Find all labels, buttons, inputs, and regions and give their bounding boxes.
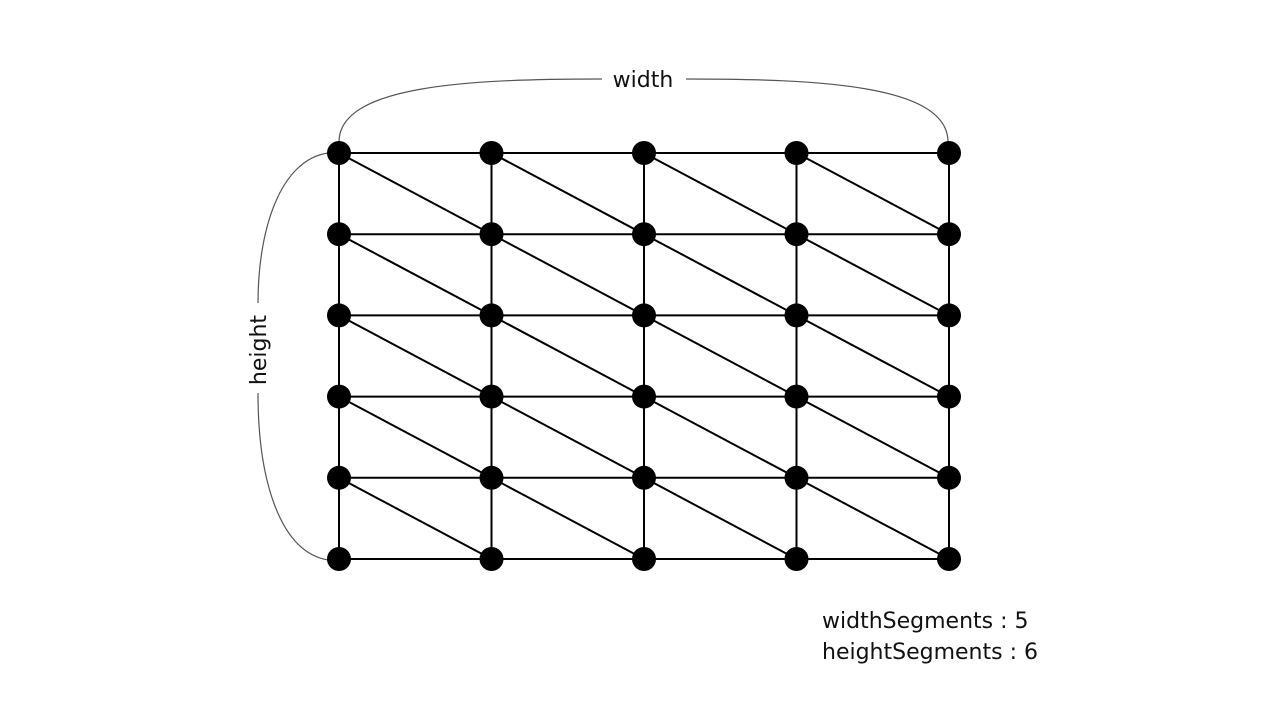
height-bracket bbox=[257, 152, 329, 561]
width-label: width bbox=[613, 68, 674, 93]
param-value: 5 bbox=[1014, 609, 1029, 634]
mesh-vertex bbox=[479, 465, 504, 490]
width-label-bg bbox=[602, 62, 686, 94]
mesh-vertex bbox=[784, 547, 809, 571]
mesh-edge-diagonal bbox=[643, 395, 797, 479]
mesh-vertices bbox=[327, 141, 961, 571]
mesh-vertex bbox=[937, 141, 961, 165]
mesh-vertex bbox=[632, 303, 656, 328]
mesh-vertex bbox=[937, 465, 961, 490]
mesh-edge-diagonal bbox=[491, 395, 645, 479]
mesh-edge-diagonal bbox=[796, 476, 950, 560]
mesh-vertex bbox=[327, 547, 351, 571]
width-bracket bbox=[338, 78, 949, 143]
mesh-vertex bbox=[479, 303, 504, 328]
height-segments-row: heightSegments : 6 bbox=[822, 637, 1038, 668]
mesh-vertex bbox=[937, 222, 961, 247]
mesh-vertex bbox=[327, 141, 351, 165]
param-name: heightSegments bbox=[822, 640, 1003, 665]
mesh-vertex bbox=[327, 384, 351, 409]
mesh-edge-diagonal bbox=[643, 152, 797, 236]
mesh-edge-diagonal bbox=[796, 395, 950, 479]
mesh-vertex bbox=[479, 222, 504, 247]
mesh-vertex bbox=[632, 222, 656, 247]
mesh-vertex bbox=[784, 384, 809, 409]
mesh-edge-diagonal bbox=[491, 314, 645, 398]
mesh-edge-diagonal bbox=[338, 314, 492, 398]
mesh-vertex bbox=[632, 547, 656, 571]
height-label: height bbox=[247, 315, 272, 385]
mesh-vertex bbox=[632, 141, 656, 165]
param-name: widthSegments bbox=[822, 609, 994, 634]
mesh-edge-diagonal bbox=[643, 476, 797, 560]
mesh-edge-diagonal bbox=[643, 233, 797, 317]
mesh-vertex bbox=[937, 384, 961, 409]
mesh-edge-diagonal bbox=[491, 233, 645, 317]
mesh-vertex bbox=[327, 222, 351, 247]
param-value: 6 bbox=[1024, 640, 1038, 665]
mesh-vertex bbox=[327, 465, 351, 490]
mesh-lines bbox=[338, 152, 950, 560]
mesh-edge-diagonal bbox=[338, 476, 492, 560]
segment-parameters: widthSegments : 5 heightSegments : 6 bbox=[822, 606, 1038, 668]
mesh-vertex bbox=[632, 384, 656, 409]
mesh-edge-diagonal bbox=[338, 233, 492, 317]
mesh-edge-diagonal bbox=[491, 152, 645, 236]
param-separator: : bbox=[1002, 640, 1024, 665]
mesh-vertex bbox=[937, 547, 961, 571]
mesh-edge-diagonal bbox=[338, 152, 492, 236]
mesh-edge-diagonal bbox=[491, 476, 645, 560]
mesh-vertex bbox=[937, 303, 961, 328]
mesh-edge-diagonal bbox=[796, 314, 950, 398]
mesh-edge-diagonal bbox=[796, 233, 950, 317]
mesh-vertex bbox=[479, 547, 504, 571]
mesh-vertex bbox=[784, 222, 809, 247]
mesh-edge-diagonal bbox=[338, 395, 492, 479]
mesh-vertex bbox=[327, 303, 351, 328]
mesh-vertex bbox=[479, 141, 504, 165]
mesh-edge-diagonal bbox=[643, 314, 797, 398]
param-separator: : bbox=[993, 609, 1015, 634]
mesh-edge-diagonal bbox=[796, 152, 950, 236]
mesh-vertex bbox=[784, 303, 809, 328]
mesh-vertex bbox=[784, 141, 809, 165]
width-segments-row: widthSegments : 5 bbox=[822, 606, 1038, 637]
mesh-vertex bbox=[479, 384, 504, 409]
mesh-vertex bbox=[784, 465, 809, 490]
mesh-vertex bbox=[632, 465, 656, 490]
